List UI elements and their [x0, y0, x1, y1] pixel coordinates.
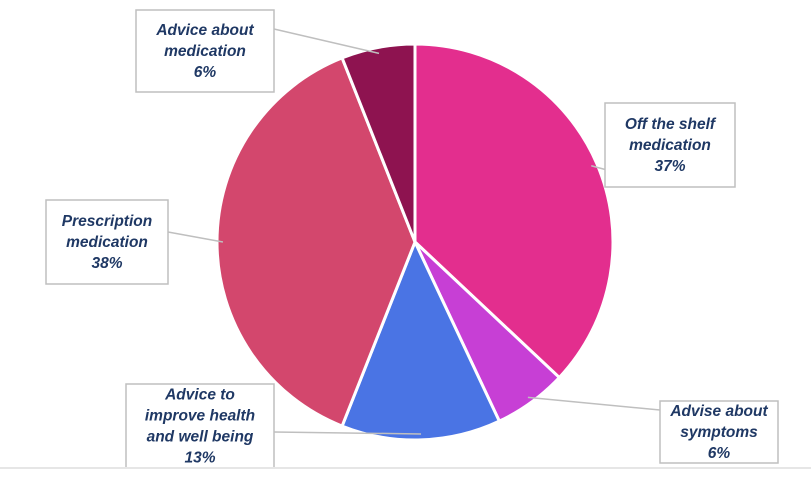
- data-label-text: Advise about: [669, 403, 768, 420]
- data-label-text: 6%: [708, 445, 731, 462]
- leader-line-advice-to-improve-health-and-well-being: [273, 431, 422, 435]
- data-label-box: [45, 199, 169, 285]
- pie-slice-off-the-shelf-medication: [413, 42, 615, 380]
- data-label-text: Advice about: [155, 22, 254, 39]
- pie-slice-advice-to-improve-health-and-well-being: [340, 238, 502, 442]
- data-label-advice-about-medication: Advice about medication 6%: [135, 9, 275, 93]
- data-label-text: improve health: [145, 408, 255, 425]
- data-label-text: symptoms: [680, 424, 758, 441]
- data-label-text: 38%: [91, 255, 122, 272]
- data-label-box: [659, 400, 779, 464]
- data-label-text: Advice to: [164, 387, 235, 404]
- data-label-box: [135, 9, 275, 93]
- leader-line-advice-about-medication: [273, 28, 380, 55]
- data-label-text: Prescription: [62, 213, 152, 230]
- pie-slice-prescription-medication: [215, 55, 417, 429]
- data-label-text: 6%: [194, 64, 217, 81]
- leader-lines: [167, 28, 661, 435]
- leader-line-prescription-medication: [167, 231, 224, 243]
- slice-labels: Off the shelf medication 37% Advise about sy…: [45, 9, 779, 469]
- data-label-text: and well being: [147, 429, 254, 446]
- data-label-text: medication: [629, 137, 711, 154]
- data-label-text: medication: [164, 43, 246, 60]
- data-label-text: 13%: [184, 450, 215, 467]
- data-label-text: medication: [66, 234, 148, 251]
- data-label-advice-to-improve-health-and-well-being: Advice to improve health and well being 13%: [125, 383, 275, 469]
- data-label-text: Off the shelf: [625, 116, 717, 133]
- pie-slices: [215, 42, 615, 442]
- leader-line-advise-about-symptoms: [527, 396, 661, 411]
- bottom-divider: [0, 467, 811, 469]
- pie-slice-advice-about-medication: [340, 42, 417, 243]
- data-label-box: [604, 102, 736, 188]
- data-label-box: [125, 383, 275, 469]
- data-label-off-the-shelf-medication: Off the shelf medication 37%: [604, 102, 736, 188]
- data-label-text: 37%: [654, 158, 685, 175]
- data-label-prescription-medication: Prescription medication 38%: [45, 199, 169, 285]
- data-label-advise-about-symptoms: Advise about symptoms 6%: [659, 400, 779, 464]
